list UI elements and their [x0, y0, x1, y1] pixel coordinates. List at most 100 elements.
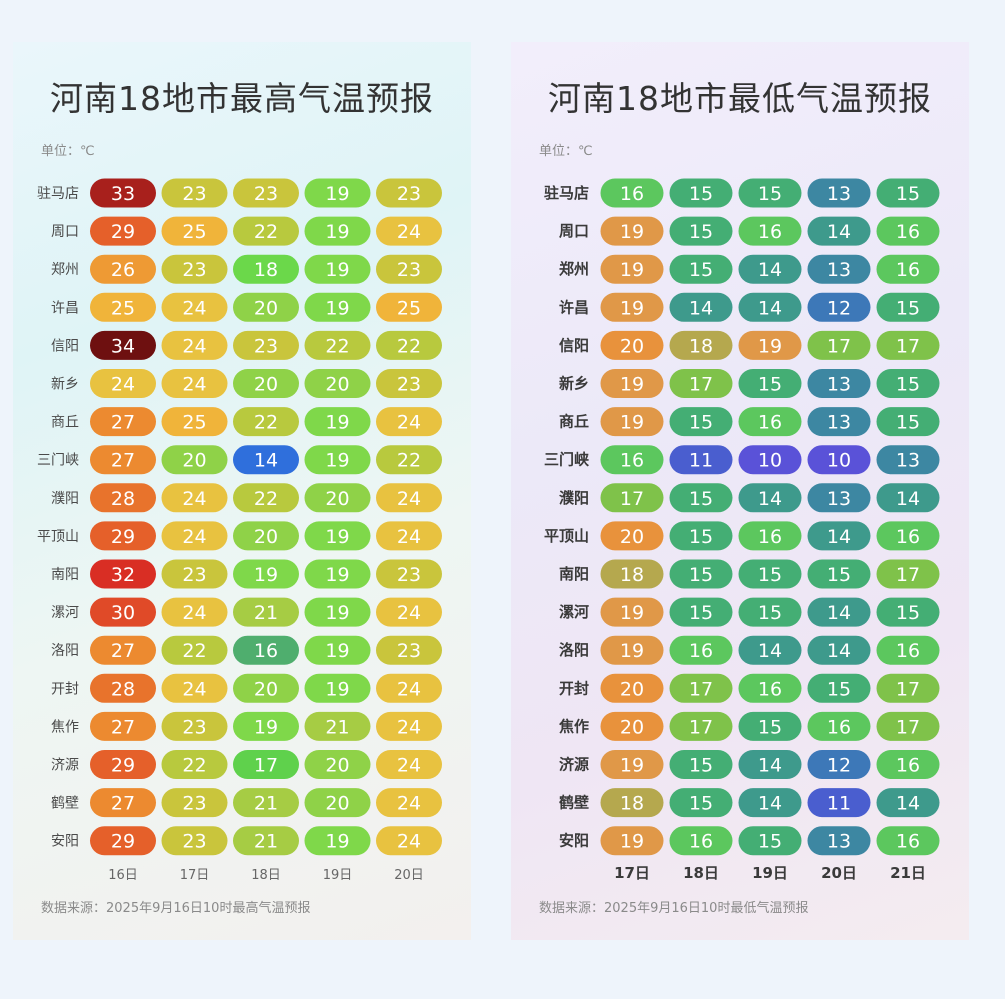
high-temp-cell: [304, 635, 371, 665]
high-temp-value: 19: [325, 640, 349, 662]
low-city-label: 安阳: [559, 832, 589, 850]
high-temp-value: 20: [254, 526, 278, 548]
high-temp-cell: [161, 826, 228, 856]
high-temp-value: 23: [182, 564, 206, 586]
low-temp-cell: [669, 254, 733, 284]
low-temp-value: 14: [689, 297, 713, 319]
low-day-label: 19日: [752, 864, 788, 882]
low-temp-value: 18: [689, 335, 713, 357]
low-temp-cell: [738, 673, 802, 703]
high-temp-value: 20: [325, 755, 349, 777]
low-temp-value: 18: [620, 793, 644, 815]
high-temp-cell: [161, 445, 228, 475]
high-temp-cell: [233, 369, 299, 398]
high-city-label: 许昌: [51, 300, 79, 316]
high-temp-cell: [233, 788, 299, 818]
high-temp-value: 19: [254, 716, 278, 738]
high-temp-value: 24: [397, 602, 421, 624]
low-temp-panel: 河南18地市最低气温预报 单位：℃ 驻马店 16 15 15 13 15 周口 19 15 16 1…: [511, 42, 969, 940]
low-temp-value: 11: [689, 450, 713, 472]
low-temp-value: 15: [896, 297, 920, 319]
high-temp-value: 25: [182, 412, 206, 434]
low-temp-value: 15: [827, 564, 851, 586]
low-city-label: 濮阳: [559, 489, 589, 507]
low-temp-value: 14: [827, 221, 851, 243]
low-temp-value: 16: [689, 831, 713, 853]
low-temp-value: 15: [827, 678, 851, 700]
low-temp-value: 16: [896, 259, 920, 281]
high-temp-value: 24: [397, 488, 421, 510]
low-temp-cell: [669, 407, 733, 437]
high-temp-cell: [90, 521, 156, 551]
high-temp-value: 27: [111, 450, 135, 472]
low-temp-value: 15: [689, 221, 713, 243]
low-city-label: 洛阳: [559, 641, 589, 659]
high-city-label: 周口: [51, 224, 79, 240]
low-temp-cell: [807, 788, 871, 818]
low-temp-cell: [738, 330, 802, 360]
high-city-label: 驻马店: [37, 186, 79, 202]
low-temp-value: 19: [620, 602, 644, 624]
low-temp-cell: [600, 788, 664, 818]
high-city-label: 平顶山: [37, 529, 79, 545]
high-city-label: 南阳: [51, 567, 79, 583]
low-temp-value: 17: [896, 335, 920, 357]
high-temp-cell: [161, 178, 228, 208]
low-temp-cell: [669, 521, 733, 551]
low-temp-title: 河南18地市最低气温预报: [548, 79, 932, 118]
high-temp-cell: [233, 673, 299, 703]
high-city-label: 商丘: [51, 415, 79, 431]
high-temp-cell: [161, 635, 228, 665]
high-temp-value: 19: [325, 221, 349, 243]
high-temp-value: 23: [397, 564, 421, 586]
low-temp-value: 13: [896, 450, 920, 472]
high-temp-cell: [161, 292, 228, 322]
high-temp-value: 23: [182, 183, 206, 205]
high-city-label: 鹤壁: [51, 796, 79, 812]
high-temp-value: 24: [397, 526, 421, 548]
high-temp-value: 21: [254, 793, 278, 815]
high-temp-cell: [233, 635, 299, 665]
low-temp-cell: [600, 635, 664, 665]
low-temp-cell: [807, 254, 871, 284]
low-temp-value: 14: [827, 602, 851, 624]
low-temp-value: 15: [689, 755, 713, 777]
high-temp-cell: [376, 407, 442, 437]
low-temp-cell: [600, 369, 664, 398]
low-temp-value: 20: [620, 526, 644, 548]
high-temp-cell: [90, 559, 156, 589]
high-temp-cell: [233, 483, 299, 513]
low-temp-value: 16: [896, 526, 920, 548]
low-temp-cell: [669, 216, 733, 246]
low-temp-cell: [876, 216, 940, 246]
low-temp-value: 14: [758, 755, 782, 777]
low-temp-cell: [807, 292, 871, 322]
low-temp-value: 10: [827, 450, 851, 472]
high-temp-value: 29: [111, 526, 135, 548]
high-temp-cell: [376, 597, 442, 627]
high-temp-value: 29: [111, 221, 135, 243]
high-temp-cell: [90, 445, 156, 475]
low-temp-value: 18: [620, 564, 644, 586]
high-temp-value: 19: [325, 564, 349, 586]
high-temp-cell: [376, 292, 442, 322]
low-temp-cell: [600, 254, 664, 284]
low-temp-value: 13: [827, 374, 851, 396]
low-temp-cell: [600, 597, 664, 627]
low-temp-cell: [876, 369, 940, 398]
low-temp-cell: [600, 483, 664, 513]
high-temp-cell: [90, 178, 156, 208]
high-temp-cell: [376, 445, 442, 475]
high-city-label: 三门峡: [37, 453, 79, 469]
low-temp-cell: [807, 635, 871, 665]
low-temp-value: 14: [758, 488, 782, 510]
low-city-label: 郑州: [559, 260, 589, 278]
low-temp-value: 15: [758, 183, 782, 205]
low-temp-cell: [876, 673, 940, 703]
high-temp-value: 20: [325, 793, 349, 815]
low-temp-cell: [669, 292, 733, 322]
low-temp-value: 15: [758, 831, 782, 853]
high-temp-value: 24: [182, 678, 206, 700]
high-city-label: 新乡: [51, 377, 79, 393]
low-temp-cell: [876, 178, 940, 208]
